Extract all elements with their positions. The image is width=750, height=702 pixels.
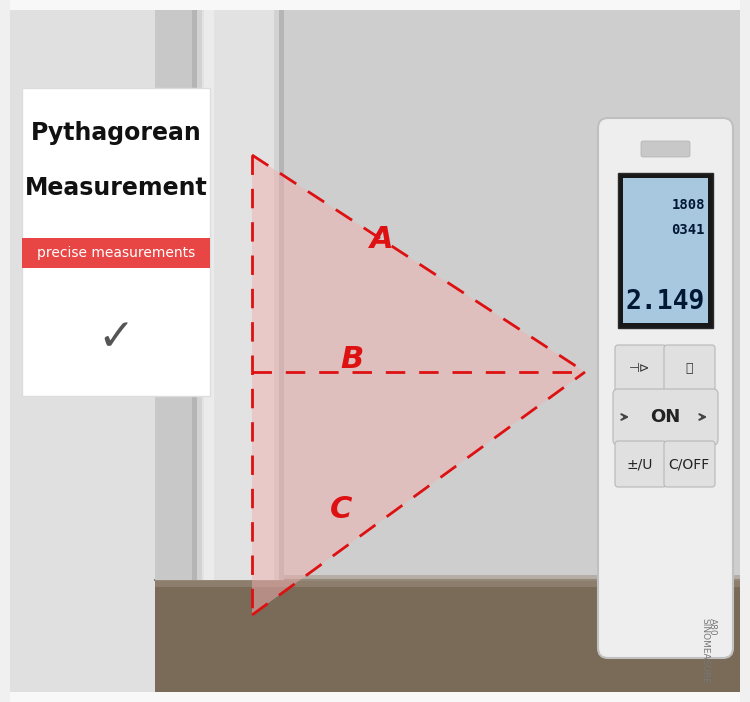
FancyBboxPatch shape xyxy=(0,0,10,702)
Text: B: B xyxy=(340,345,363,374)
FancyBboxPatch shape xyxy=(615,345,666,393)
FancyBboxPatch shape xyxy=(623,178,708,323)
Text: SINOMEASURE: SINOMEASURE xyxy=(700,618,709,684)
FancyBboxPatch shape xyxy=(664,345,715,393)
FancyBboxPatch shape xyxy=(22,238,210,268)
FancyBboxPatch shape xyxy=(204,10,214,580)
FancyBboxPatch shape xyxy=(740,0,750,702)
FancyBboxPatch shape xyxy=(711,139,731,637)
Text: ON: ON xyxy=(650,408,680,426)
FancyBboxPatch shape xyxy=(641,141,690,157)
FancyBboxPatch shape xyxy=(192,10,284,580)
FancyBboxPatch shape xyxy=(598,118,733,658)
FancyBboxPatch shape xyxy=(155,10,740,580)
FancyBboxPatch shape xyxy=(155,580,740,692)
FancyBboxPatch shape xyxy=(155,10,197,580)
FancyBboxPatch shape xyxy=(197,10,279,580)
Text: ⬜: ⬜ xyxy=(686,362,693,376)
FancyBboxPatch shape xyxy=(155,575,740,587)
Text: C: C xyxy=(330,496,352,524)
FancyBboxPatch shape xyxy=(615,441,666,487)
Text: C/OFF: C/OFF xyxy=(668,457,710,471)
Text: 0341: 0341 xyxy=(671,223,705,237)
FancyBboxPatch shape xyxy=(202,10,274,580)
Text: ⊣⊳: ⊣⊳ xyxy=(629,362,651,376)
Polygon shape xyxy=(252,155,585,615)
Text: A80: A80 xyxy=(708,618,717,635)
Text: ✓: ✓ xyxy=(98,317,135,359)
FancyBboxPatch shape xyxy=(0,692,750,702)
Text: A: A xyxy=(370,225,394,255)
FancyBboxPatch shape xyxy=(618,173,713,328)
FancyBboxPatch shape xyxy=(22,88,210,396)
Text: 1808: 1808 xyxy=(671,198,705,212)
Text: Pythagorean: Pythagorean xyxy=(31,121,201,145)
Text: Measurement: Measurement xyxy=(25,176,207,200)
Text: precise measurements: precise measurements xyxy=(37,246,195,260)
FancyBboxPatch shape xyxy=(664,441,715,487)
FancyBboxPatch shape xyxy=(613,389,718,445)
FancyBboxPatch shape xyxy=(0,0,750,10)
Text: 2.149: 2.149 xyxy=(626,289,705,315)
Text: ±/U: ±/U xyxy=(627,457,653,471)
